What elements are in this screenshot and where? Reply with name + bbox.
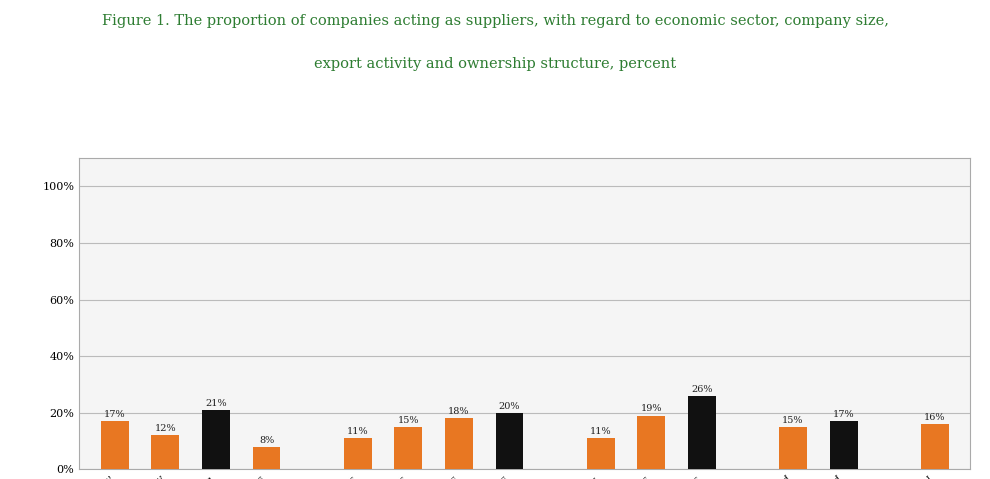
Text: 16%: 16% [924, 413, 945, 422]
Text: 21%: 21% [205, 399, 227, 408]
Text: 8%: 8% [259, 435, 274, 445]
Bar [101, 422, 129, 469]
Bar [921, 424, 948, 469]
Text: 19%: 19% [641, 404, 662, 413]
Text: 12%: 12% [154, 424, 176, 433]
Text: export activity and ownership structure, percent: export activity and ownership structure,… [314, 57, 676, 71]
Text: 11%: 11% [346, 427, 368, 436]
Text: 15%: 15% [782, 416, 804, 425]
Bar [779, 427, 807, 469]
Text: 17%: 17% [104, 410, 126, 419]
Text: 18%: 18% [448, 407, 469, 416]
Bar [344, 438, 371, 469]
Bar [445, 419, 473, 469]
Text: 17%: 17% [833, 410, 854, 419]
Bar [496, 413, 524, 469]
Bar [688, 396, 716, 469]
Bar [587, 438, 615, 469]
Bar [202, 410, 230, 469]
Bar [151, 435, 179, 469]
Text: 20%: 20% [499, 401, 521, 411]
Text: 15%: 15% [398, 416, 419, 425]
Text: 11%: 11% [590, 427, 612, 436]
Bar [830, 422, 857, 469]
Text: Figure 1. The proportion of companies acting as suppliers, with regard to econom: Figure 1. The proportion of companies ac… [102, 14, 888, 28]
Bar [252, 447, 280, 469]
Bar [638, 416, 665, 469]
Text: 26%: 26% [691, 385, 713, 394]
Bar [394, 427, 422, 469]
